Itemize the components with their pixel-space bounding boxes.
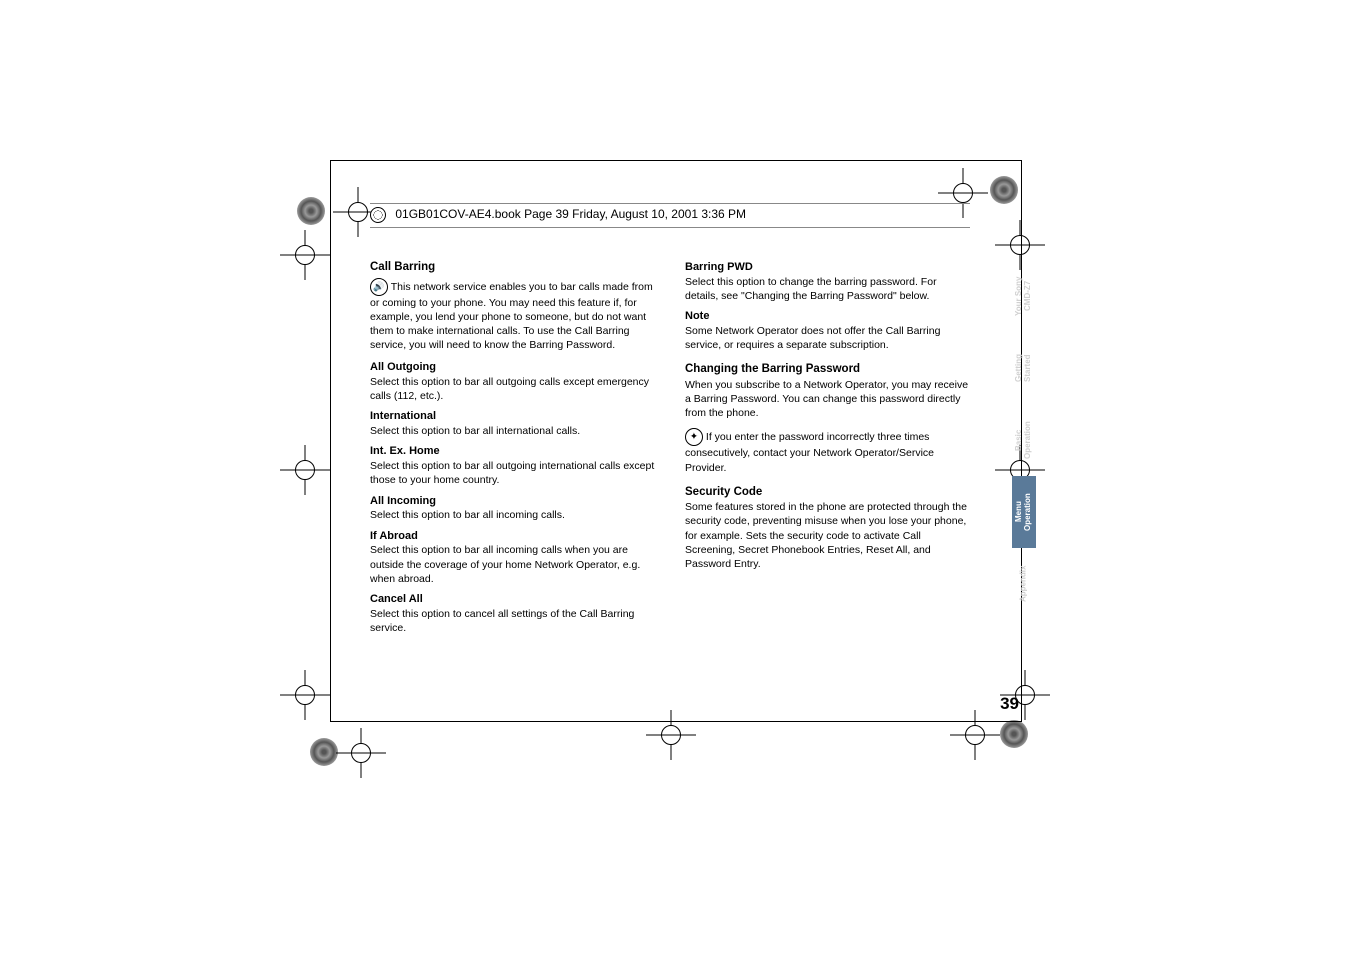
network-icon [370, 278, 388, 296]
side-tabs: Your SonyCMD-Z7 GettingStarted BasicOper… [1012, 260, 1036, 620]
call-barring-heading: Call Barring [370, 260, 655, 276]
crop-corner-tl [297, 197, 325, 225]
left-column: Call Barring This network service enable… [370, 260, 655, 635]
call-barring-intro: This network service enables you to bar … [370, 280, 653, 351]
security-code-heading: Security Code [685, 486, 762, 498]
security-code-text: Some features stored in the phone are pr… [685, 501, 967, 570]
all-incoming-heading: All Incoming [370, 495, 436, 507]
tab-basic-operation: BasicOperation [1012, 404, 1036, 476]
header-text: 01GB01COV-AE4.book Page 39 Friday, Augus… [395, 207, 746, 221]
page-number: 39 [1000, 694, 1019, 714]
tip-icon [685, 428, 703, 446]
if-abroad-heading: If Abroad [370, 530, 418, 542]
barring-pwd-heading: Barring PWD [685, 261, 753, 273]
document-header: 01GB01COV-AE4.book Page 39 Friday, Augus… [370, 203, 970, 228]
crop-target [290, 680, 320, 710]
cancel-all-heading: Cancel All [370, 593, 423, 605]
crop-corner-br [1000, 720, 1028, 748]
if-abroad-text: Select this option to bar all incoming c… [370, 544, 640, 584]
tab-menu-operation: MenuOperation [1012, 476, 1036, 548]
right-column: Barring PWD Select this option to change… [685, 260, 970, 635]
all-outgoing-text: Select this option to bar all outgoing c… [370, 376, 649, 402]
international-text: Select this option to bar all internatio… [370, 425, 580, 437]
note-text: Some Network Operator does not offer the… [685, 325, 940, 351]
content-columns: Call Barring This network service enable… [370, 260, 970, 635]
crop-target [960, 720, 990, 750]
tab-your-sony: Your SonyCMD-Z7 [1012, 260, 1036, 332]
tab-getting-started: GettingStarted [1012, 332, 1036, 404]
international-heading: International [370, 410, 436, 422]
crop-target [290, 455, 320, 485]
int-ex-home-heading: Int. Ex. Home [370, 445, 440, 457]
note-heading: Note [685, 310, 709, 322]
tab-appendix: Appendix [1012, 548, 1036, 620]
int-ex-home-text: Select this option to bar all outgoing i… [370, 460, 654, 486]
crop-corner-bl [310, 738, 338, 766]
crop-target [656, 720, 686, 750]
tip-text: If you enter the password incorrectly th… [685, 431, 934, 473]
cancel-all-text: Select this option to cancel all setting… [370, 608, 634, 634]
all-incoming-text: Select this option to bar all incoming c… [370, 509, 565, 521]
crop-target [290, 240, 320, 270]
changing-password-text: When you subscribe to a Network Operator… [685, 379, 968, 419]
barring-pwd-text: Select this option to change the barring… [685, 276, 937, 302]
crop-target [346, 738, 376, 768]
all-outgoing-heading: All Outgoing [370, 361, 436, 373]
changing-password-heading: Changing the Barring Password [685, 363, 860, 375]
